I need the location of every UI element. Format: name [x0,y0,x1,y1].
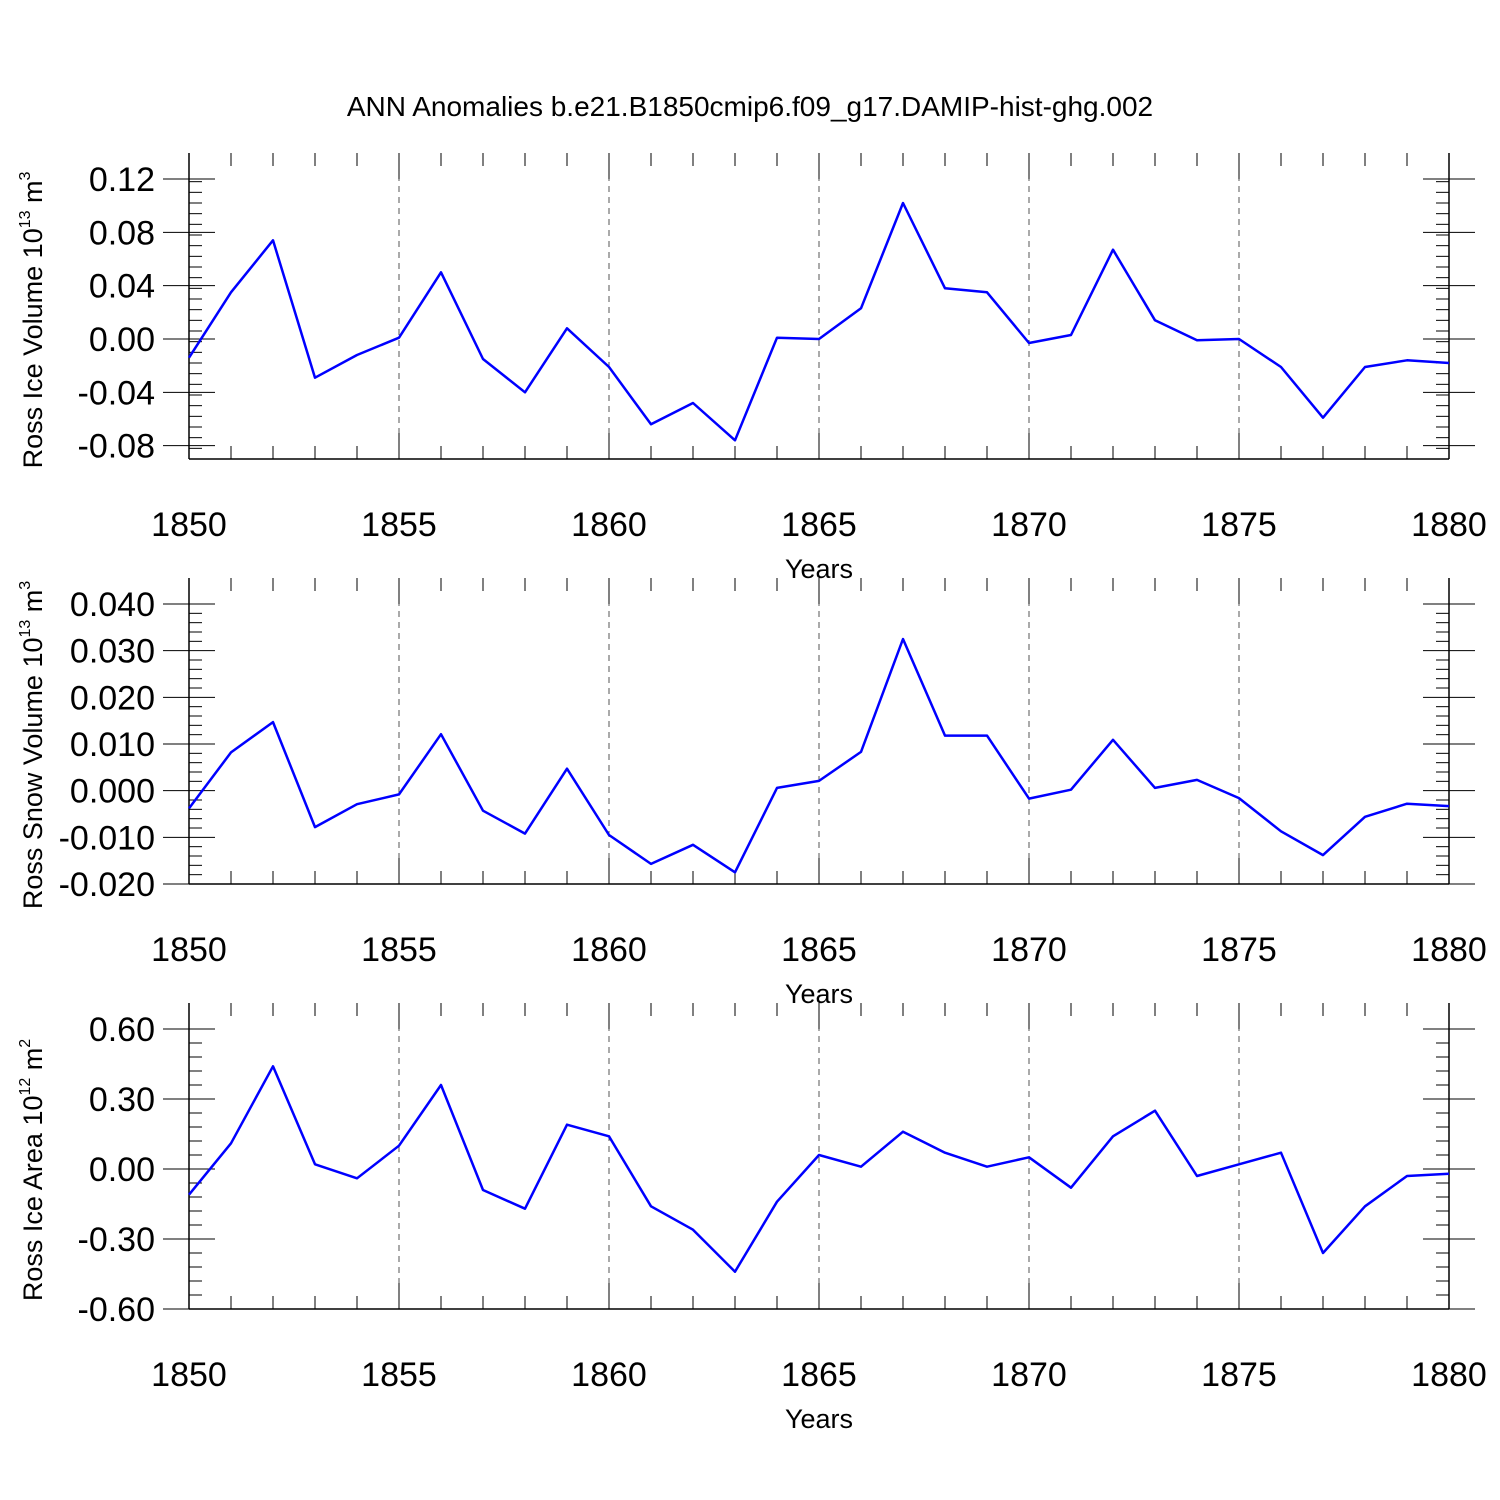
y-tick-label: 0.040 [70,586,155,624]
series-line [188,637,1450,874]
y-tick-label: -0.60 [78,1291,156,1329]
y-tick-label: 0.00 [89,321,155,359]
chart-title: ANN Anomalies b.e21.B1850cmip6.f09_g17.D… [347,91,1153,122]
series-line [188,1065,1450,1273]
x-tick-label: 1880 [1411,931,1487,969]
x-tick-label: 1870 [991,931,1067,969]
y-tick-label: 0.00 [89,1151,155,1189]
x-tick-label: 1875 [1201,1356,1277,1394]
panel-2: -0.020 -0.010 0.000 0.010 0.020 0.030 0.040 185… [17,578,1487,1009]
series-line [187,201,1450,442]
x-tick-label: 1850 [151,1356,227,1394]
x-tick-label: 1880 [1411,1356,1487,1394]
y-tick-label: -0.08 [78,428,156,466]
x-tick-label: 1860 [571,931,647,969]
y-tick-label: 0.12 [89,161,155,199]
x-tick-label: 1880 [1411,506,1487,544]
x-tick-label: 1865 [781,1356,857,1394]
x-tick-label: 1855 [361,931,437,969]
y-tick-label: -0.04 [78,374,156,412]
x-tick-label: 1870 [991,506,1067,544]
x-tick-label: 1860 [571,1356,647,1394]
y-tick-label: 0.030 [70,633,155,671]
y-tick-label: 0.08 [89,214,155,252]
x-tick-label: 1875 [1201,506,1277,544]
y-tick-label: 0.04 [89,268,155,306]
panel-1: -0.08 -0.04 0.00 0.04 0.08 0.12 1850 1855 1860 18… [17,153,1487,584]
y-axis-title: Ross Ice Area 1012 m2 [17,1039,48,1301]
y-axis-title: Ross Snow Volume 1013 m3 [17,581,48,909]
x-tick-label: 1865 [781,931,857,969]
x-tick-label: 1850 [151,931,227,969]
x-tick-label: 1865 [781,506,857,544]
panel-3: -0.60 -0.30 0.00 0.30 0.60 1850 1855 1860 1865 18… [17,1003,1487,1434]
y-tick-label: -0.010 [59,819,155,857]
x-tick-label: 1855 [361,506,437,544]
y-axis-title: Ross Ice Volume 1013 m3 [17,171,48,468]
y-tick-label: 0.020 [70,679,155,717]
y-tick-label: 0.30 [89,1081,155,1119]
x-tick-label: 1860 [571,506,647,544]
x-axis-title: Years [785,1404,853,1434]
x-tick-label: 1870 [991,1356,1067,1394]
y-tick-label: 0.000 [70,773,155,811]
y-tick-label: -0.30 [78,1221,156,1259]
x-tick-label: 1875 [1201,931,1277,969]
y-tick-label: 0.010 [70,726,155,764]
y-tick-label: 0.60 [89,1011,155,1049]
y-tick-label: -0.020 [59,866,155,904]
x-tick-label: 1855 [361,1356,437,1394]
x-tick-label: 1850 [151,506,227,544]
